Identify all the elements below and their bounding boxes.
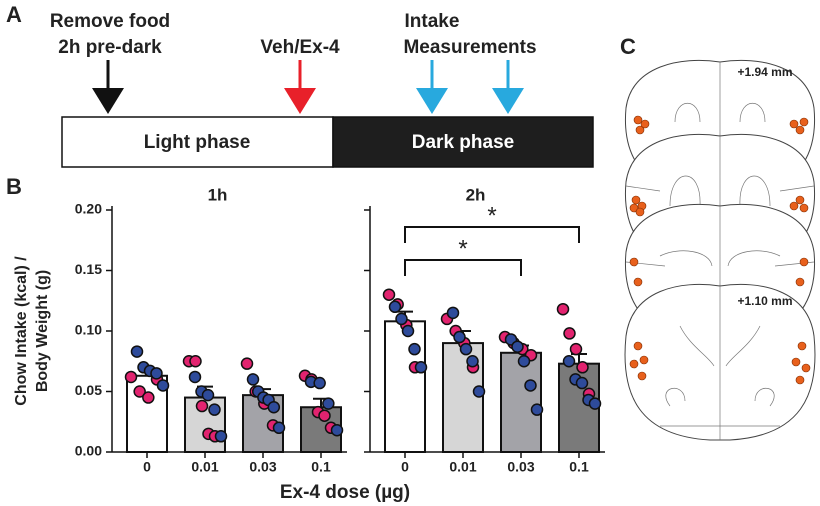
data-point bbox=[414, 361, 428, 374]
data-point bbox=[188, 370, 202, 384]
data-point bbox=[208, 403, 221, 416]
phase-label: Light phase bbox=[144, 132, 251, 153]
light-phase-bar bbox=[61, 116, 334, 168]
data-point bbox=[150, 367, 163, 380]
data-point bbox=[517, 355, 531, 368]
data-point bbox=[156, 379, 170, 392]
event-label: 2h pre-dark bbox=[58, 37, 162, 58]
y-tick-label: 0.00 bbox=[75, 443, 102, 459]
x-tick-label: 0 bbox=[143, 459, 151, 475]
chart-title: 2h bbox=[466, 185, 486, 204]
data-point bbox=[195, 399, 209, 413]
dark-phase-bar bbox=[332, 116, 594, 168]
data-point bbox=[401, 324, 415, 338]
data-point bbox=[453, 330, 466, 344]
event-label: Veh/Ex-4 bbox=[260, 37, 340, 58]
data-point bbox=[322, 397, 335, 410]
data-point bbox=[588, 397, 602, 410]
bar bbox=[500, 351, 542, 453]
y-tick-label: 0.05 bbox=[75, 382, 102, 398]
significance-bracket bbox=[404, 226, 580, 243]
data-point bbox=[246, 373, 260, 386]
data-point bbox=[576, 361, 589, 374]
x-tick-label: 0.01 bbox=[191, 459, 218, 475]
data-point bbox=[201, 388, 215, 402]
data-point bbox=[133, 385, 146, 398]
arrow bbox=[284, 60, 316, 114]
bar bbox=[384, 320, 426, 453]
y-axis-label: Chow Intake (kcal) / bbox=[13, 256, 30, 406]
data-point bbox=[466, 355, 479, 368]
event-label: Intake bbox=[405, 11, 460, 32]
event-label: Remove food bbox=[50, 11, 170, 32]
panel-letter: A bbox=[6, 2, 22, 27]
section-label: +1.94 mm bbox=[737, 65, 792, 79]
data-point bbox=[556, 302, 570, 316]
x-tick-label: 0.01 bbox=[449, 459, 476, 475]
chart-title: 1h bbox=[208, 185, 228, 204]
brain-section bbox=[624, 283, 816, 441]
data-point bbox=[318, 409, 331, 422]
data-point bbox=[563, 327, 576, 340]
data-point bbox=[130, 345, 144, 358]
y-axis-label: Body Weight (g) bbox=[34, 270, 51, 392]
data-point bbox=[272, 421, 286, 435]
event-label: Measurements bbox=[403, 37, 536, 58]
significance-bracket bbox=[404, 259, 522, 276]
y-tick-label: 0.20 bbox=[75, 201, 102, 217]
data-point bbox=[124, 370, 138, 384]
data-point bbox=[562, 355, 576, 368]
brain-sections bbox=[624, 59, 816, 441]
data-point bbox=[459, 342, 473, 356]
panel-letter: B bbox=[6, 174, 22, 199]
phase-label: Dark phase bbox=[412, 132, 514, 153]
data-point bbox=[408, 342, 421, 356]
data-point bbox=[214, 430, 228, 443]
panel-letter: C bbox=[620, 34, 636, 59]
data-point bbox=[511, 340, 524, 353]
x-tick-label: 0.1 bbox=[311, 459, 331, 475]
x-tick-label: 0.1 bbox=[569, 459, 589, 475]
y-tick-label: 0.15 bbox=[75, 261, 102, 277]
data-point bbox=[388, 300, 402, 314]
data-point bbox=[267, 400, 281, 414]
data-point bbox=[240, 357, 254, 370]
x-axis-label: Ex-4 dose (µg) bbox=[280, 482, 410, 503]
section-label: +1.10 mm bbox=[737, 294, 792, 308]
data-point bbox=[382, 288, 396, 301]
significance-label: * bbox=[487, 202, 496, 229]
arrow bbox=[416, 60, 448, 114]
data-point bbox=[142, 391, 155, 404]
data-point bbox=[313, 376, 326, 390]
arrow bbox=[492, 60, 524, 114]
significance-label: * bbox=[458, 235, 467, 262]
data-point bbox=[395, 312, 408, 326]
x-tick-label: 0.03 bbox=[249, 459, 276, 475]
data-point bbox=[524, 379, 537, 392]
data-point bbox=[569, 342, 583, 356]
data-point bbox=[330, 423, 344, 437]
data-point bbox=[446, 306, 460, 320]
data-point bbox=[575, 376, 589, 390]
data-point bbox=[530, 403, 544, 416]
x-tick-label: 0.03 bbox=[507, 459, 534, 475]
arrow bbox=[92, 60, 124, 114]
data-point bbox=[472, 385, 486, 398]
data-point bbox=[189, 355, 202, 368]
x-tick-label: 0 bbox=[401, 459, 409, 475]
y-tick-label: 0.10 bbox=[75, 322, 102, 338]
